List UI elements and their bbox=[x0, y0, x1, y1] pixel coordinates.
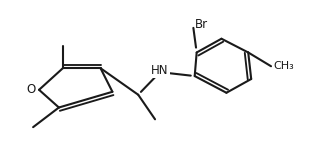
Text: O: O bbox=[27, 83, 36, 96]
Text: HN: HN bbox=[151, 64, 169, 77]
Text: Br: Br bbox=[195, 18, 208, 31]
Text: CH₃: CH₃ bbox=[273, 61, 294, 71]
